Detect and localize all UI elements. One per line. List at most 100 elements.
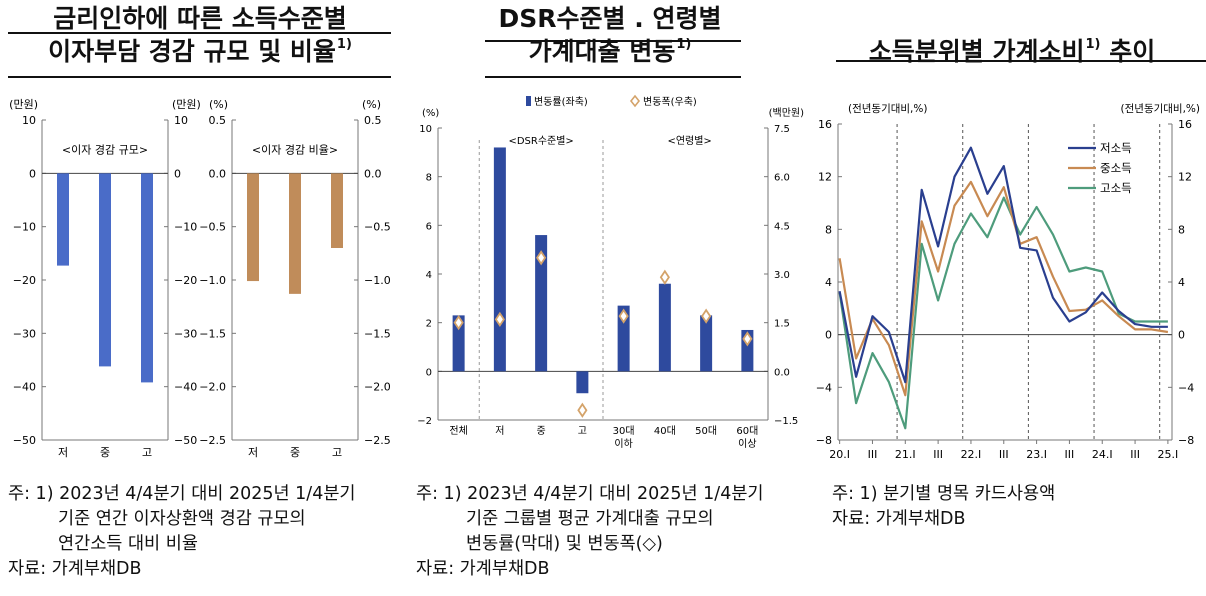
dsr-ytick-label-right: 6.0 — [774, 173, 790, 184]
scale-unit-left: (만원) — [9, 98, 38, 111]
consump-ytick-label-left: 4 — [825, 276, 832, 289]
dsr-legend-bar-swatch — [526, 96, 531, 106]
consump-ytick-label-right: 16 — [1178, 118, 1192, 131]
consump-ytick-label-right: 4 — [1178, 276, 1185, 289]
consump-x-label: III — [999, 448, 1009, 461]
panel3-note: 주: 1) 분기별 명목 카드사용액 자료: 가계부채DB — [832, 482, 1055, 532]
ratio-ytick-label-left: −2.0 — [199, 381, 226, 394]
panel2-note-line3: 변동률(막대) 및 변동폭(◇) — [466, 534, 663, 554]
scale-x-label: 고 — [142, 446, 152, 459]
dsr-marker — [618, 308, 629, 324]
dsr-x-label: 30대 — [613, 425, 635, 437]
dsr-x-label: 이상 — [738, 438, 756, 450]
scale-ytick-label-right: 10 — [174, 114, 188, 127]
dsr-bar — [658, 283, 671, 372]
dsr-legend-marker-label: 변동폭(우축) — [643, 96, 697, 108]
consump-ytick-label-right: −4 — [1178, 381, 1194, 394]
scale-ytick-label-right: 0 — [174, 167, 181, 180]
panel3-source: 자료: 가계부채DB — [832, 509, 966, 529]
scale-bar — [99, 173, 111, 367]
dsr-ytick-label-right: 0.0 — [774, 367, 790, 378]
panel1-title-line2: 이자부담 경감 규모 및 비율1) — [48, 37, 352, 66]
panel1-title-underline2 — [8, 76, 391, 78]
ratio-ytick-label-left: −0.5 — [199, 221, 226, 234]
scale-ytick-label-left: −20 — [13, 274, 36, 287]
consump-ytick-label-left: −4 — [816, 381, 832, 394]
scale-ytick-label-left: −50 — [13, 434, 36, 447]
ratio-bar — [331, 173, 343, 248]
dsr-marker — [536, 250, 547, 266]
scale-ytick-label-left: −40 — [13, 381, 36, 394]
ratio-x-label: 저 — [248, 446, 258, 459]
panel2-title-underline1 — [485, 40, 741, 42]
consump-series-line-2 — [838, 180, 1169, 397]
panel2-note: 주: 1) 2023년 4/4분기 대비 2025년 1/4분기 기준 그룹별 … — [416, 482, 764, 582]
consump-x-label: III — [1065, 448, 1075, 461]
dsr-ytick-label-right: 3.0 — [774, 270, 790, 281]
ratio-bar — [289, 173, 301, 294]
scale-x-label: 중 — [100, 446, 110, 459]
panel1-source: 자료: 가계부채DB — [8, 559, 142, 579]
consump-x-label: III — [933, 448, 943, 461]
panel2-note-line2: 기준 그룹별 평균 가계대출 규모의 — [466, 509, 714, 529]
dsr-bar — [452, 315, 465, 372]
ratio-ytick-label-left: 0.0 — [209, 167, 227, 180]
consump-ytick-label-left: 12 — [818, 171, 832, 184]
dsr-bar — [617, 305, 630, 372]
consump-x-label: 22.I — [961, 448, 982, 461]
dsr-legend-bar-label: 변동률(좌축) — [534, 96, 588, 108]
consump-ytick-label-left: 8 — [825, 223, 832, 236]
consump-x-label: III — [1130, 448, 1140, 461]
consump-ytick-label-left: −8 — [816, 434, 832, 447]
dsr-x-label: 이하 — [614, 437, 632, 450]
panel3-title-underline — [836, 60, 1206, 62]
consump-ytick-label-left: 16 — [818, 118, 832, 131]
ratio-ytick-label-left: 0.5 — [209, 114, 227, 127]
scale-x-label: 저 — [58, 446, 68, 459]
panel1-note-line2: 기준 연간 이자상환액 경감 규모의 — [58, 509, 306, 529]
dsr-x-label: 60대 — [736, 425, 758, 437]
dsr-marker — [577, 402, 588, 418]
scale-bar — [57, 173, 69, 266]
ratio-inner-label: <이자 경감 비율> — [252, 143, 338, 156]
scale-ytick-label-right: −30 — [174, 327, 197, 340]
dsr-marker — [701, 308, 712, 324]
scale-ytick-label-right: −40 — [174, 381, 197, 394]
dsr-x-label: 고 — [578, 426, 587, 437]
panel1-title-underline1 — [8, 32, 391, 34]
dsr-group-label-age: <연령별> — [667, 135, 711, 147]
ratio-ytick-label-right: −1.0 — [364, 274, 391, 287]
panel1-title: 금리인하에 따른 소득수준별 이자부담 경감 규모 및 비율1) — [0, 6, 400, 65]
dsr-ytick-label-left: 0 — [426, 367, 432, 378]
consump-legend-label: 중소득 — [1100, 161, 1132, 175]
panel1-note: 주: 1) 2023년 4/4분기 대비 2025년 1/4분기 기준 연간 이… — [8, 482, 356, 582]
scale-ytick-label-right: −50 — [174, 434, 197, 447]
dsr-x-label: 저 — [495, 425, 504, 437]
panel2-title-line1: DSR수준별 . 연령별 — [498, 4, 722, 33]
dsr-bar — [700, 315, 713, 372]
scale-bar — [141, 173, 153, 383]
ratio-ytick-label-right: −1.5 — [364, 327, 391, 340]
dsr-marker — [659, 269, 670, 285]
scale-ytick-label-left: 10 — [22, 114, 36, 127]
consump-ytick-label-right: 8 — [1178, 223, 1185, 236]
dsr-bar — [493, 147, 506, 372]
scale-ytick-label-left: −30 — [13, 327, 36, 340]
consump-ytick-label-right: 12 — [1178, 171, 1192, 184]
dsr-legend-marker-swatch — [629, 94, 641, 108]
consump-x-label: 23.I — [1026, 448, 1047, 461]
dsr-unit-left: (%) — [422, 108, 439, 119]
dsr-marker — [494, 311, 505, 328]
scale-ytick-label-right: −10 — [174, 221, 197, 234]
dsr-ytick-label-left: 6 — [426, 221, 432, 232]
panel3-chart: (전년동기대비,%) (전년동기대비,%) 16 16 12 12 8 8 4 4 0 0 −4 −4 −8… — [816, 103, 1200, 461]
dsr-x-label: 중 — [537, 425, 546, 437]
consump-x-label: 21.I — [895, 448, 916, 461]
dsr-ytick-label-left: 10 — [419, 124, 432, 135]
ratio-bar — [247, 173, 259, 282]
scale-ytick-label-left: 0 — [29, 167, 36, 180]
consump-x-label: 25.I — [1158, 448, 1179, 461]
panel2-title-underline2 — [485, 76, 741, 78]
consump-series-line-1 — [838, 146, 1168, 384]
dsr-bar — [576, 371, 589, 394]
